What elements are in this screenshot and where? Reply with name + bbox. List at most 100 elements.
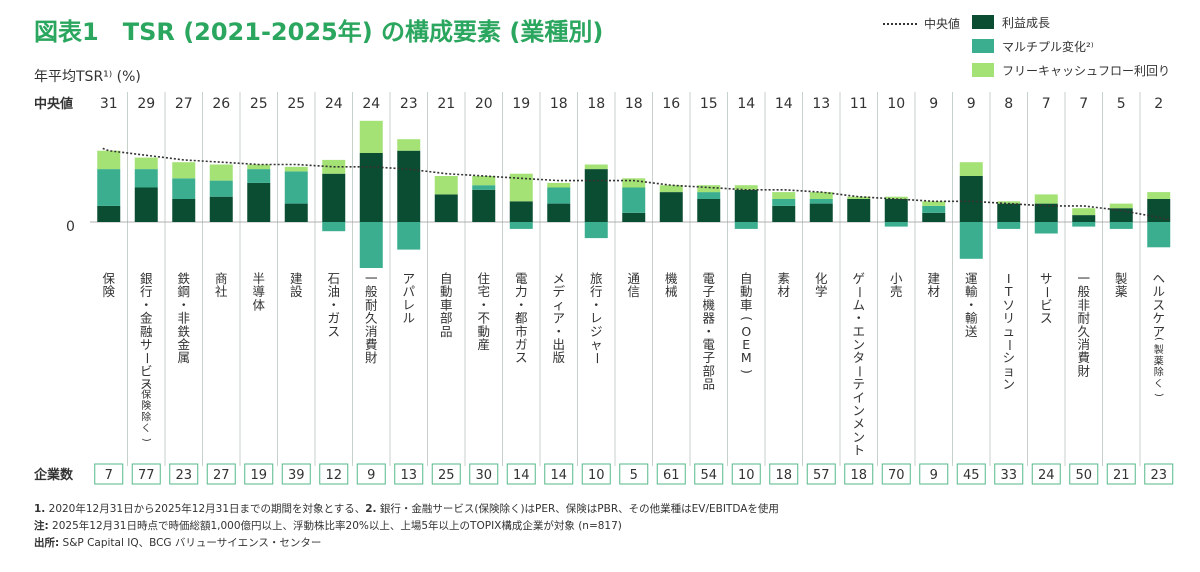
category-label-char: 非 <box>177 311 190 326</box>
category-label-char: メ <box>852 416 865 431</box>
category-label-char: 消 <box>365 324 378 339</box>
category-label-char: メ <box>552 271 565 286</box>
bar-multiple-change <box>997 222 1021 229</box>
category-label-char: ヘ <box>1152 271 1165 286</box>
category-label: 銀行・金融サービス(保険除く) <box>139 271 154 442</box>
category-label-char: ル <box>402 311 415 326</box>
bar-fcf-yield <box>547 182 571 188</box>
category-label-char: 器 <box>702 311 715 326</box>
bar-profit-growth <box>622 212 646 222</box>
bar-multiple-change <box>509 222 533 229</box>
company-count-value: 18 <box>850 468 867 483</box>
median-value: 21 <box>437 96 455 112</box>
category-label-char: ) <box>739 369 754 374</box>
category-label-char: サ <box>140 337 153 352</box>
category-label-char: I <box>1007 271 1011 286</box>
company-count-box <box>694 463 724 485</box>
category-label-char: 化 <box>815 271 828 286</box>
category-label-char: ・ <box>327 297 340 312</box>
company-count: 12 <box>319 463 349 485</box>
bar-multiple-change <box>809 199 833 204</box>
median-value: 2 <box>1154 96 1163 112</box>
company-count-value: 45 <box>963 468 980 483</box>
category-label: 小売 <box>890 271 903 299</box>
category-label-char: 電 <box>702 271 715 286</box>
category-label-char: ト <box>852 443 865 458</box>
category-label-char: 力 <box>515 284 528 299</box>
median-value: 10 <box>887 96 905 112</box>
category-label-char: 材 <box>777 284 790 299</box>
company-count-box <box>881 463 911 485</box>
company-count-box <box>131 463 161 485</box>
company-count: 70 <box>881 463 911 485</box>
bar-profit-growth <box>884 199 908 222</box>
bar-fcf-yield <box>922 201 946 206</box>
bar-fcf-yield <box>622 178 646 188</box>
bar-profit-growth <box>134 187 158 222</box>
company-count: 30 <box>469 463 499 485</box>
legend-profit-growth-swatch <box>972 15 994 29</box>
company-count-box <box>581 463 611 485</box>
median-value: 24 <box>325 96 343 112</box>
bar-profit-growth <box>1072 215 1096 222</box>
company-count: 33 <box>994 463 1024 485</box>
category-label-char: ガ <box>327 311 340 326</box>
company-count-box <box>919 463 949 485</box>
company-count: 10 <box>581 463 611 485</box>
category-label-char: 社 <box>215 284 228 299</box>
category-label-char: ア <box>1152 324 1165 339</box>
category-label-char: ス <box>1040 311 1053 326</box>
company-count: 45 <box>956 463 986 485</box>
category-sub-label-char: 製 <box>1154 343 1164 356</box>
category-label-char: ・ <box>852 311 865 326</box>
category-label-char: 金 <box>140 311 153 326</box>
category-label-char: 住 <box>477 271 490 286</box>
category-label-char: ( <box>739 316 754 321</box>
company-count-value: 7 <box>105 468 113 483</box>
company-count-value: 14 <box>513 468 530 483</box>
category-sub-label-char: 険 <box>141 400 151 412</box>
bar-profit-growth <box>547 203 571 222</box>
category-sub-label-char: 除 <box>141 410 151 423</box>
category-label-char: 建 <box>927 271 940 286</box>
category-label-char: 動 <box>440 284 453 299</box>
category-label-char: 製 <box>1115 271 1128 286</box>
category-label-char: ィ <box>552 297 565 312</box>
category-label-char: 鉄 <box>177 324 190 339</box>
category-label-char: リ <box>1002 311 1015 326</box>
median-value: 5 <box>1117 96 1126 112</box>
bar-fcf-yield <box>397 139 421 151</box>
company-count-value: 33 <box>1000 468 1017 483</box>
bar-profit-growth <box>659 192 683 222</box>
category-label-char: 材 <box>927 284 940 299</box>
company-count: 9 <box>919 463 949 485</box>
company-count-box <box>1031 463 1061 485</box>
median-value: 8 <box>1004 96 1013 112</box>
company-count-value: 21 <box>1113 468 1130 483</box>
bar-profit-growth <box>584 169 608 222</box>
category-label-char: 一 <box>365 271 378 286</box>
category-label-char: ー <box>1002 339 1017 352</box>
category-label-char: ・ <box>477 297 490 312</box>
category-label-char: ・ <box>965 297 978 312</box>
bar-profit-growth <box>397 150 421 222</box>
footnote-1: 1. 2020年12月31日から2025年12月31日までの期間を対象とする、2… <box>34 501 779 516</box>
category-label-char: M <box>741 350 752 365</box>
median-dotted-line <box>102 147 1169 221</box>
bar-profit-growth <box>172 199 196 222</box>
bar-profit-growth <box>359 153 383 222</box>
category-label-char: ン <box>852 429 865 444</box>
category-sub-label-char: 薬 <box>1154 355 1164 367</box>
category-label-char: 油 <box>327 284 340 299</box>
bar-fcf-yield <box>1109 203 1133 209</box>
footnote-2-text: 銀行・金融サービス(保険除く)はPER、保険はPBR、その他業種はEV/EBIT… <box>376 503 779 515</box>
bar-multiple-change <box>697 192 721 199</box>
bar-multiple-change <box>172 178 196 199</box>
legend-multiple-change-label: マルチプル変化²⁾ <box>1002 39 1094 54</box>
bar-multiple-change <box>1072 222 1096 227</box>
company-count-box <box>619 463 649 485</box>
category-label-char: 送 <box>965 324 978 339</box>
